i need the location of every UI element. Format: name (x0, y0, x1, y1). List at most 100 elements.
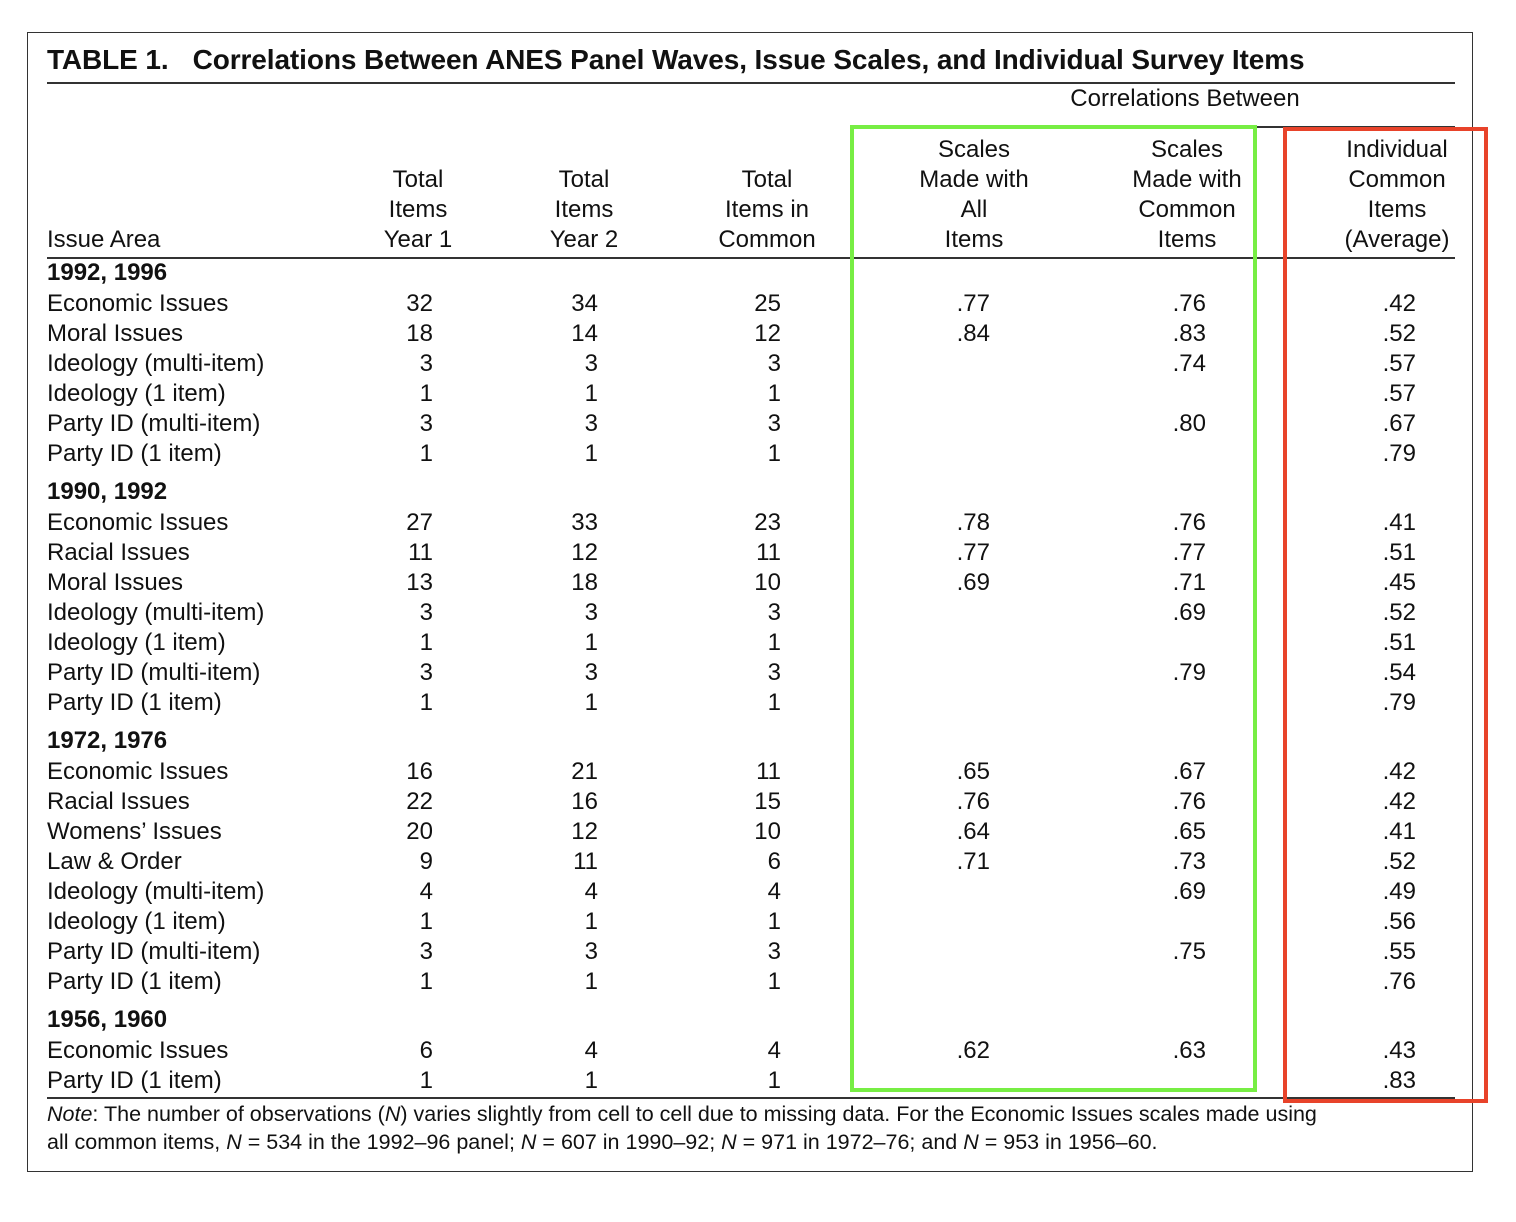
cell-items-year2: 1 (584, 968, 598, 995)
cell-items-common: 11 (756, 758, 781, 785)
cell-items-year2: 1 (584, 629, 598, 656)
cell-items-common: 1 (767, 689, 781, 716)
cell-items-year1: 16 (406, 758, 433, 785)
cell-items-year2: 11 (573, 848, 598, 875)
cell-corr-individual-avg: .57 (1382, 350, 1416, 377)
cell-items-year1: 6 (419, 1037, 433, 1064)
cell-issue-area: Moral Issues (47, 320, 184, 347)
cell-issue-area: Ideology (multi-item) (47, 878, 265, 905)
note-text: = 971 in 1972–76; and (736, 1130, 964, 1154)
table-title-text: Correlations Between ANES Panel Waves, I… (192, 44, 1305, 75)
cell-items-year2: 16 (571, 788, 598, 815)
cell-items-year2: 18 (571, 569, 598, 596)
note-line-2: all common items, N = 534 in the 1992–96… (47, 1128, 1467, 1156)
cell-items-common: 4 (767, 878, 781, 905)
table-title: TABLE 1. Correlations Between ANES Panel … (47, 44, 1305, 76)
col-header-scales-all: Scales Made with All Items (919, 136, 1029, 253)
cell-corr-scales-common: .74 (1172, 350, 1206, 377)
header-rule (47, 257, 1455, 259)
cell-corr-scales-common: .83 (1172, 320, 1206, 347)
cell-items-year2: 33 (571, 509, 598, 536)
cell-corr-scales-common: .67 (1172, 758, 1206, 785)
cell-corr-individual-avg: .83 (1382, 1067, 1416, 1094)
cell-issue-area: Womens’ Issues (47, 818, 222, 845)
cell-corr-individual-avg: .42 (1382, 788, 1416, 815)
col-header-issue-area: Issue Area (47, 226, 161, 253)
cell-corr-individual-avg: .49 (1382, 878, 1416, 905)
table-row: Party ID (multi-item) 3 3 3 .80 .67 (0, 409, 1516, 439)
cell-items-common: 3 (767, 938, 781, 965)
cell-corr-individual-avg: .52 (1382, 320, 1416, 347)
cell-issue-area: Ideology (1 item) (47, 629, 226, 656)
table-row: Economic Issues 32 34 25 .77 .76 .42 (0, 289, 1516, 319)
cell-items-common: 12 (754, 320, 781, 347)
cell-items-year2: 3 (584, 659, 598, 686)
cell-corr-scales-all: .65 (956, 758, 990, 785)
cell-items-year1: 13 (406, 569, 433, 596)
table-row: Ideology (1 item) 1 1 1 .51 (0, 628, 1516, 658)
cell-corr-scales-common: .69 (1172, 599, 1206, 626)
cell-items-year2: 34 (571, 290, 598, 317)
table-row: Moral Issues 13 18 10 .69 .71 .45 (0, 568, 1516, 598)
cell-issue-area: Ideology (multi-item) (47, 599, 265, 626)
cell-corr-individual-avg: .79 (1382, 440, 1416, 467)
cell-corr-individual-avg: .79 (1382, 689, 1416, 716)
cell-items-year1: 4 (419, 878, 433, 905)
cell-corr-scales-common: .76 (1172, 509, 1206, 536)
cell-items-year2: 12 (571, 539, 598, 566)
table-row: Racial Issues 22 16 15 .76 .76 .42 (0, 787, 1516, 817)
cell-corr-scales-all: .78 (956, 509, 990, 536)
cell-issue-area: Ideology (multi-item) (47, 350, 265, 377)
cell-items-year2: 1 (584, 380, 598, 407)
cell-issue-area: Party ID (multi-item) (47, 938, 261, 965)
note-n: N (520, 1130, 537, 1154)
cell-items-year2: 21 (571, 758, 598, 785)
cell-corr-individual-avg: .67 (1382, 410, 1416, 437)
cell-issue-area: Economic Issues (47, 758, 229, 785)
cell-items-year2: 1 (584, 1067, 598, 1094)
cell-corr-individual-avg: .52 (1382, 848, 1416, 875)
cell-items-year2: 3 (584, 410, 598, 437)
cell-items-year1: 1 (419, 629, 433, 656)
group-header: 1972, 1976 (47, 727, 168, 754)
cell-items-common: 6 (767, 848, 781, 875)
col-header-year2: Total Items Year 2 (549, 166, 619, 253)
cell-corr-individual-avg: .41 (1382, 818, 1416, 845)
cell-issue-area: Economic Issues (47, 1037, 229, 1064)
group-header: 1990, 1992 (47, 478, 168, 505)
cell-items-year1: 1 (419, 689, 433, 716)
table-row: Moral Issues 18 14 12 .84 .83 .52 (0, 319, 1516, 349)
cell-items-year2: 4 (584, 1037, 598, 1064)
cell-issue-area: Ideology (1 item) (47, 908, 226, 935)
spanner-rule (852, 126, 1455, 128)
cell-items-year1: 3 (419, 938, 433, 965)
note-text: = 534 in the 1992–96 panel; (241, 1130, 521, 1154)
cell-corr-individual-avg: .57 (1382, 380, 1416, 407)
cell-corr-individual-avg: .42 (1382, 290, 1416, 317)
cell-items-common: 1 (767, 1067, 781, 1094)
cell-items-year1: 20 (406, 818, 433, 845)
cell-items-common: 11 (756, 539, 781, 566)
cell-corr-scales-all: .64 (956, 818, 990, 845)
cell-issue-area: Economic Issues (47, 290, 229, 317)
cell-issue-area: Law & Order (47, 848, 182, 875)
note-n: N (384, 1102, 401, 1126)
table-row: Economic Issues 6 4 4 .62 .63 .43 (0, 1036, 1516, 1066)
cell-issue-area: Party ID (1 item) (47, 968, 222, 995)
cell-items-year2: 3 (584, 350, 598, 377)
cell-items-common: 10 (754, 569, 781, 596)
cell-corr-individual-avg: .45 (1382, 569, 1416, 596)
cell-corr-individual-avg: .56 (1382, 908, 1416, 935)
cell-items-year2: 4 (584, 878, 598, 905)
col-header-year1: Total Items Year 1 (383, 166, 453, 253)
cell-items-common: 3 (767, 599, 781, 626)
note-text: : The number of observations ( (92, 1102, 385, 1126)
bottom-rule (47, 1097, 1455, 1099)
note-text: = 607 in 1990–92; (536, 1130, 722, 1154)
note-text: ) varies slightly from cell to cell due … (400, 1102, 1317, 1126)
cell-items-common: 1 (767, 908, 781, 935)
table-row: Party ID (1 item) 1 1 1 .79 (0, 439, 1516, 469)
cell-corr-individual-avg: .55 (1382, 938, 1416, 965)
cell-items-year2: 3 (584, 938, 598, 965)
cell-corr-scales-common: .65 (1172, 818, 1206, 845)
